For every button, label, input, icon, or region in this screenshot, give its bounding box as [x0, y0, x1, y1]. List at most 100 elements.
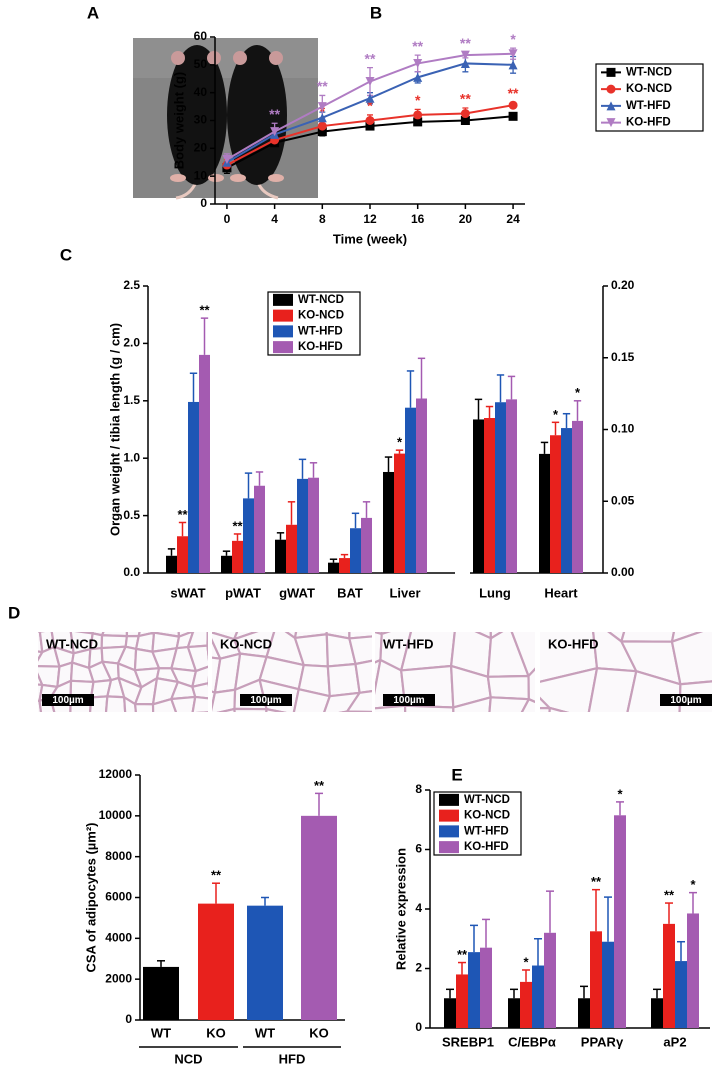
adipocyte [546, 706, 597, 746]
adipocyte [70, 715, 90, 732]
bar [602, 941, 614, 1028]
scale-bar-label: 100µm [52, 695, 83, 706]
bar [328, 562, 339, 573]
significance: * [523, 954, 529, 969]
bar [675, 961, 687, 1028]
adipocyte [176, 607, 207, 631]
x-tick-label: 4 [271, 212, 278, 226]
panel-label: A [87, 3, 99, 22]
x-tick-label: 24 [506, 212, 520, 226]
histology-image [176, 607, 414, 752]
y-tick-label: 50 [194, 57, 208, 71]
foot [170, 174, 186, 182]
x-tick-label: C/EBPα [508, 1034, 556, 1049]
bar [468, 952, 480, 1028]
bar [550, 435, 561, 573]
significance: ** [457, 947, 468, 962]
significance: * [575, 385, 581, 400]
x-tick-label: sWAT [170, 585, 205, 600]
legend-swatch [439, 793, 459, 806]
legend-label: WT-HFD [626, 100, 671, 112]
adipocyte [375, 704, 407, 712]
y-tick-label: 60 [194, 29, 208, 43]
significance: * [690, 877, 696, 892]
marker [365, 77, 375, 87]
significance: ** [460, 91, 471, 107]
adipocyte [677, 719, 712, 773]
legend-marker [606, 101, 616, 111]
adipocyte [345, 710, 372, 712]
significance: ** [211, 868, 222, 883]
significance: * [320, 103, 326, 119]
adipocyte [383, 710, 414, 752]
legend-label: WT-HFD [464, 825, 509, 837]
scale-bar [240, 694, 292, 706]
x-tick-label: aP2 [663, 1034, 686, 1049]
panel-label: B [370, 3, 382, 22]
bar [177, 536, 188, 573]
adipocyte [87, 715, 105, 738]
group-label: HFD [279, 1051, 306, 1066]
y-tick-label: 30 [194, 113, 208, 127]
adipocyte [54, 717, 73, 731]
y-tick-label: 4000 [105, 931, 132, 945]
x-tick-label: WT [255, 1025, 275, 1040]
significance: ** [269, 106, 280, 122]
bar [339, 558, 350, 573]
y-tick-label: 2.5 [123, 278, 140, 292]
y-tick-label: 1.5 [123, 393, 140, 407]
adipocyte [345, 689, 372, 712]
significance: * [415, 92, 421, 108]
y-tick-label: 4 [415, 901, 422, 915]
adipocyte [186, 632, 208, 649]
significance: ** [412, 38, 423, 54]
marker [460, 116, 470, 125]
image-label: KO-NCD [220, 636, 272, 651]
marker [270, 127, 280, 137]
adipocyte [572, 715, 627, 774]
error-cap [510, 47, 517, 60]
significance: * [617, 786, 623, 801]
marker [317, 102, 327, 112]
marker [508, 100, 518, 110]
image-label: KO-HFD [548, 636, 599, 651]
bar [590, 931, 602, 1028]
scale-bar-label: 100µm [670, 695, 701, 706]
bar [247, 905, 283, 1020]
bar [394, 453, 405, 573]
x-tick-label: SREBP1 [442, 1034, 494, 1049]
bar [572, 420, 583, 573]
adipocyte [123, 696, 137, 712]
y-tick-label: 8000 [105, 849, 132, 863]
significance: ** [314, 778, 325, 793]
significance: * [367, 98, 373, 114]
y-tick-label: 2 [415, 961, 422, 975]
y-tick-label: 0.5 [123, 508, 140, 522]
legend-swatch [439, 825, 459, 838]
adipocyte [191, 665, 208, 688]
ear [269, 51, 283, 65]
adipocyte [191, 695, 208, 712]
adipocyte [102, 717, 125, 738]
foot [268, 174, 284, 182]
adipocyte [208, 617, 223, 629]
significance: * [397, 435, 403, 450]
bar [232, 540, 243, 573]
x-tick-label: 0 [224, 212, 231, 226]
bar [405, 407, 416, 573]
marker [413, 117, 423, 127]
marker [460, 50, 470, 60]
bar [199, 354, 210, 573]
adipocyte [104, 695, 127, 712]
y-tick-label: 0 [200, 196, 207, 210]
adipocyte [191, 682, 208, 700]
marker [365, 116, 375, 125]
marker [317, 121, 327, 131]
y-axis-label: Body weight (g) [171, 72, 186, 170]
marker [317, 113, 327, 123]
bar [539, 453, 550, 573]
y-tick-label: 0.15 [611, 350, 635, 364]
bar [480, 947, 492, 1028]
marker [365, 121, 375, 131]
y-tick-label: 6000 [105, 890, 132, 904]
